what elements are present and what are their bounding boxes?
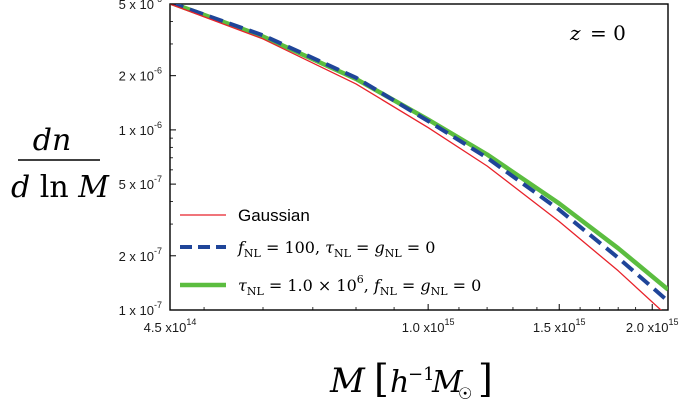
y-axis-label: dn d ln M <box>11 123 110 205</box>
legend-item-taunl: τNL = 1.0 × 106, fNL = gNL = 0 <box>180 273 481 298</box>
series-line-0 <box>170 4 662 310</box>
x-tick-label: 1.0 x1015 <box>402 317 455 335</box>
svg-text:τNL = 1.0 × 106, fNL = gNL = 0: τNL = 1.0 × 106, fNL = gNL = 0 <box>238 273 481 298</box>
x-tick-label: 4.5 x1014 <box>144 317 197 335</box>
redshift-annotation: z = 0 <box>569 21 626 45</box>
svg-text:M: M <box>431 365 464 400</box>
y-tick-label: 1 x 10-6 <box>119 120 162 138</box>
svg-text:z: z <box>569 21 581 45</box>
y-tick-label: 2 x 10-7 <box>119 246 162 264</box>
plot-frame <box>169 3 669 311</box>
svg-text:]: ] <box>478 357 493 401</box>
svg-text:= 0: = 0 <box>590 21 626 45</box>
svg-text:h: h <box>390 365 409 400</box>
svg-text:fNL = 100, τNL = gNL = 0: fNL = 100, τNL = gNL = 0 <box>237 238 435 260</box>
y-tick-label: 5 x 10-7 <box>119 174 162 192</box>
y-tick-label: 5 x 10-6 <box>119 0 162 12</box>
svg-text:−1: −1 <box>408 364 435 385</box>
series-layer <box>170 4 668 310</box>
svg-text:Gaussian: Gaussian <box>238 206 310 225</box>
svg-text:d ln M: d ln M <box>11 170 110 205</box>
x-tick-label: 2.0 x1015 <box>626 317 679 335</box>
y-tick-label: 2 x 10-6 <box>119 66 162 84</box>
svg-text:dn: dn <box>33 123 72 158</box>
y-ticks: 5 x 10-6 2 x 10-6 1 x 10-6 5 x 10-7 2 x 10-7… <box>119 0 176 318</box>
series-line-1 <box>170 4 668 303</box>
y-tick-label: 1 x 10-7 <box>119 300 162 318</box>
svg-text:☉: ☉ <box>458 384 472 403</box>
svg-text:M: M <box>329 361 366 401</box>
svg-text:[: [ <box>374 357 389 401</box>
legend: Gaussian fNL = 100, τNL = gNL = 0 τNL = … <box>180 206 481 298</box>
legend-item-fnl: fNL = 100, τNL = gNL = 0 <box>180 238 435 260</box>
x-tick-label: 1.5 x1015 <box>533 317 586 335</box>
x-ticks: 4.5 x1014 1.0 x1015 1.5 x1015 2.0 x1015 <box>144 304 679 335</box>
x-axis-label: M [ h −1 M ☉ ] <box>329 357 493 403</box>
legend-item-gaussian: Gaussian <box>180 206 310 225</box>
